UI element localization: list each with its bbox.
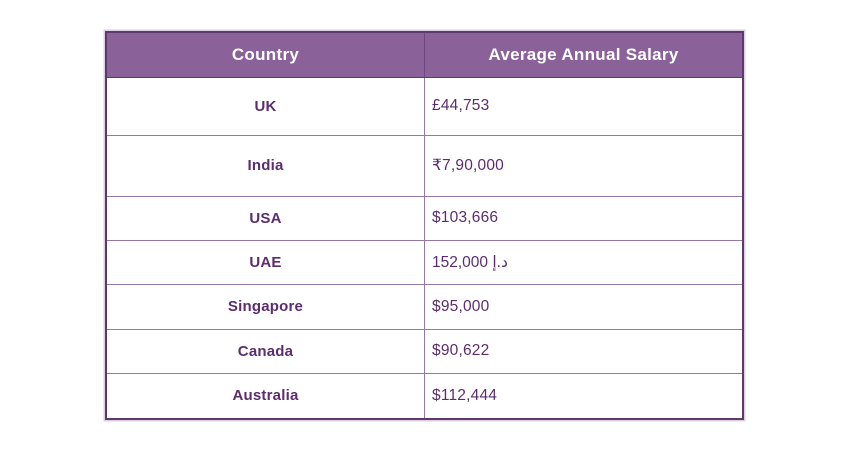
country-cell: UK xyxy=(105,76,425,136)
country-cell: USA xyxy=(105,195,425,241)
table-row: Singapore $95,000 xyxy=(105,283,744,330)
country-cell: India xyxy=(105,134,425,197)
country-cell: Canada xyxy=(105,328,425,374)
column-header-salary: Average Annual Salary xyxy=(424,31,744,78)
salary-table: Country Average Annual Salary UK £44,753… xyxy=(105,31,744,420)
table-row: Australia $112,444 xyxy=(105,372,744,420)
salary-cell: $95,000 xyxy=(424,283,744,330)
table-row: UK £44,753 xyxy=(105,76,744,136)
table-row: India ₹7,90,000 xyxy=(105,134,744,197)
table-body: UK £44,753 India ₹7,90,000 USA $103,666 … xyxy=(105,76,744,420)
country-cell: Singapore xyxy=(105,283,425,330)
table-row: UAE 152,000 د.إ xyxy=(105,239,744,285)
table-header-row: Country Average Annual Salary xyxy=(105,31,744,78)
table-row: USA $103,666 xyxy=(105,195,744,241)
salary-cell: 152,000 د.إ xyxy=(424,239,744,285)
salary-cell: $90,622 xyxy=(424,328,744,374)
country-cell: UAE xyxy=(105,239,425,285)
salary-cell: $103,666 xyxy=(424,195,744,241)
country-cell: Australia xyxy=(105,372,425,420)
salary-cell: £44,753 xyxy=(424,76,744,136)
salary-cell: ₹7,90,000 xyxy=(424,134,744,197)
table-header: Country Average Annual Salary xyxy=(105,31,744,78)
column-header-country: Country xyxy=(105,31,425,78)
table-row: Canada $90,622 xyxy=(105,328,744,374)
salary-cell: $112,444 xyxy=(424,372,744,420)
